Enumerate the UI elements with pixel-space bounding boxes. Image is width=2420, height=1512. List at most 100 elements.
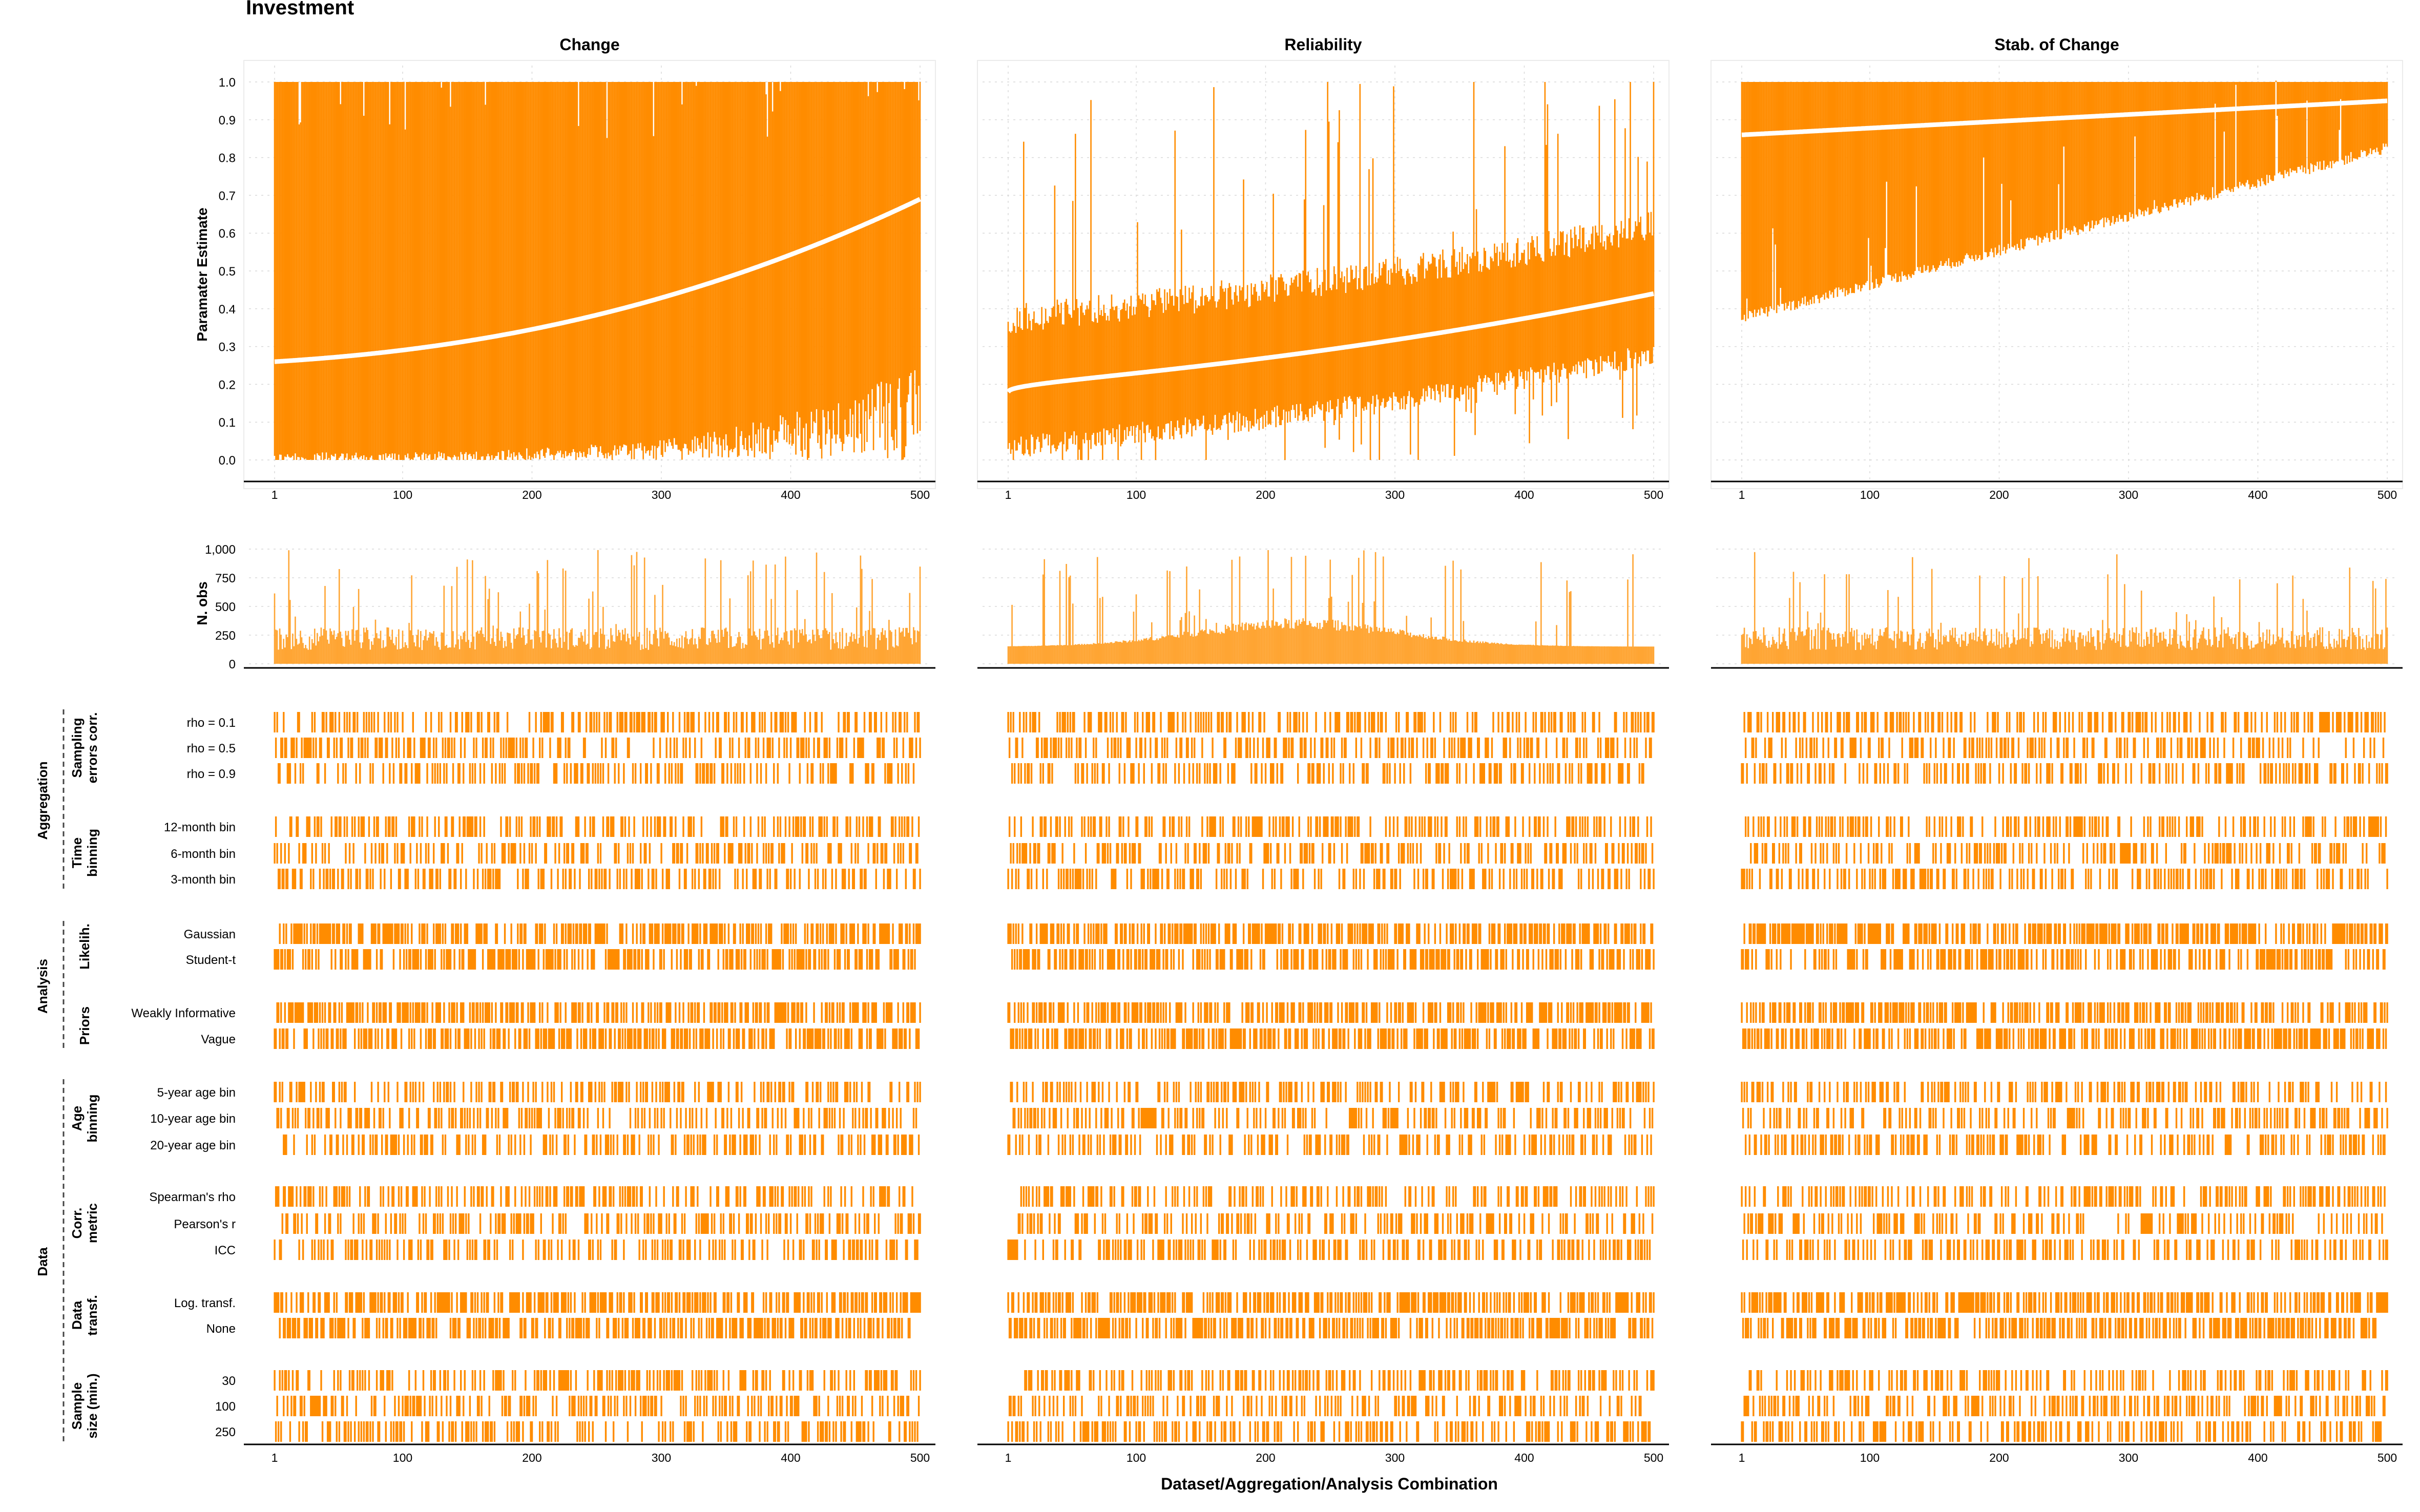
- spec-mark: [436, 763, 439, 784]
- spec-mark: [333, 1292, 335, 1313]
- spec-mark: [591, 1213, 593, 1234]
- spec-mark: [765, 763, 767, 784]
- spec-mark: [492, 1318, 494, 1338]
- spec-mark: [611, 949, 613, 970]
- spec-mark: [438, 1002, 440, 1023]
- spec-mark: [778, 738, 780, 758]
- spec-mark: [784, 1108, 787, 1128]
- spec-mark: [280, 1002, 282, 1023]
- spec-mark: [469, 949, 471, 970]
- spec-mark: [770, 1396, 773, 1416]
- spec-mark: [337, 1318, 339, 1338]
- spec-mark: [399, 1318, 401, 1338]
- spec-level-label: Vague: [201, 1033, 236, 1046]
- spec-group-label: metric: [85, 1203, 100, 1243]
- spec-mark: [762, 1028, 765, 1049]
- spec-mark: [324, 843, 326, 864]
- spec-mark: [757, 1186, 760, 1207]
- spec-mark: [387, 1028, 390, 1049]
- spec-mark: [294, 1396, 297, 1416]
- spec-mark: [887, 1186, 889, 1207]
- spec-mark: [523, 1396, 526, 1416]
- spec-mark: [481, 923, 483, 944]
- spec-mark: [312, 869, 315, 889]
- spec-mark: [279, 1082, 281, 1102]
- spec-mark: [438, 816, 440, 837]
- spec-mark: [298, 712, 300, 732]
- spec-mark: [677, 1318, 679, 1338]
- spec-mark: [566, 1186, 568, 1207]
- spec-mark: [724, 923, 726, 944]
- spec-mark: [420, 843, 422, 864]
- spec-mark: [811, 763, 814, 784]
- spec-mark: [715, 1396, 717, 1416]
- spec-mark: [732, 1396, 734, 1416]
- spec-mark: [871, 1002, 873, 1023]
- spec-mark: [448, 949, 450, 970]
- spec-mark: [377, 1082, 379, 1102]
- spec-mark: [312, 1292, 315, 1313]
- spec-mark: [740, 949, 743, 970]
- spec-mark: [631, 949, 633, 970]
- spec-mark: [677, 1082, 679, 1102]
- spec-group-label: Time: [69, 837, 85, 868]
- spec-mark: [781, 712, 783, 732]
- spec-mark: [719, 1240, 721, 1260]
- spec-mark: [783, 1082, 785, 1102]
- spec-mark: [634, 1108, 637, 1128]
- spec-mark: [661, 712, 664, 732]
- spec-mark: [636, 1002, 638, 1023]
- spec-mark: [457, 843, 460, 864]
- spec-mark: [422, 1213, 425, 1234]
- spec-mark: [593, 1292, 595, 1313]
- spec-mark: [725, 816, 727, 837]
- spec-mark: [484, 1002, 487, 1023]
- spec-mark: [638, 949, 640, 970]
- spec-mark: [658, 816, 660, 837]
- spec-mark: [360, 1421, 362, 1442]
- spec-mark: [770, 1186, 773, 1207]
- spec-mark: [319, 1396, 321, 1416]
- spec-mark: [716, 1318, 718, 1338]
- spec-mark: [710, 1082, 712, 1102]
- spec-mark: [312, 1028, 315, 1049]
- spec-mark: [328, 1421, 330, 1442]
- spec-mark: [738, 843, 740, 864]
- spec-mark: [303, 843, 305, 864]
- spec-mark: [506, 1002, 509, 1023]
- spec-mark: [553, 923, 555, 944]
- spec-mark: [370, 1396, 373, 1416]
- spec-mark: [627, 1186, 629, 1207]
- spec-mark: [601, 869, 603, 889]
- spec-mark: [293, 1135, 295, 1155]
- spec-mark: [871, 1292, 873, 1313]
- spec-mark: [411, 1421, 413, 1442]
- spec-mark: [348, 1108, 351, 1128]
- spec-mark: [675, 1292, 677, 1313]
- spec-mark: [618, 1082, 620, 1102]
- spec-mark: [390, 1421, 392, 1442]
- spec-mark: [865, 1108, 867, 1128]
- spec-mark: [737, 949, 739, 970]
- spec-mark: [491, 1421, 493, 1442]
- spec-mark: [540, 923, 542, 944]
- spec-mark: [283, 923, 285, 944]
- spec-mark: [889, 1292, 891, 1313]
- spec-mark: [773, 763, 775, 784]
- spec-mark: [576, 1082, 578, 1102]
- spec-mark: [703, 1213, 705, 1234]
- spec-mark: [395, 1421, 398, 1442]
- spec-mark: [487, 712, 489, 732]
- spec-mark: [548, 712, 550, 732]
- spec-mark: [754, 1082, 756, 1102]
- spec-mark: [742, 1028, 744, 1049]
- spec-mark: [593, 949, 595, 970]
- spec-mark: [846, 1213, 849, 1234]
- spec-mark: [434, 1108, 436, 1128]
- spec-mark: [481, 1028, 483, 1049]
- spec-mark: [473, 738, 475, 758]
- spec-mark: [610, 949, 612, 970]
- spec-mark: [574, 1240, 576, 1260]
- spec-mark: [667, 712, 669, 732]
- spec-mark: [729, 843, 731, 864]
